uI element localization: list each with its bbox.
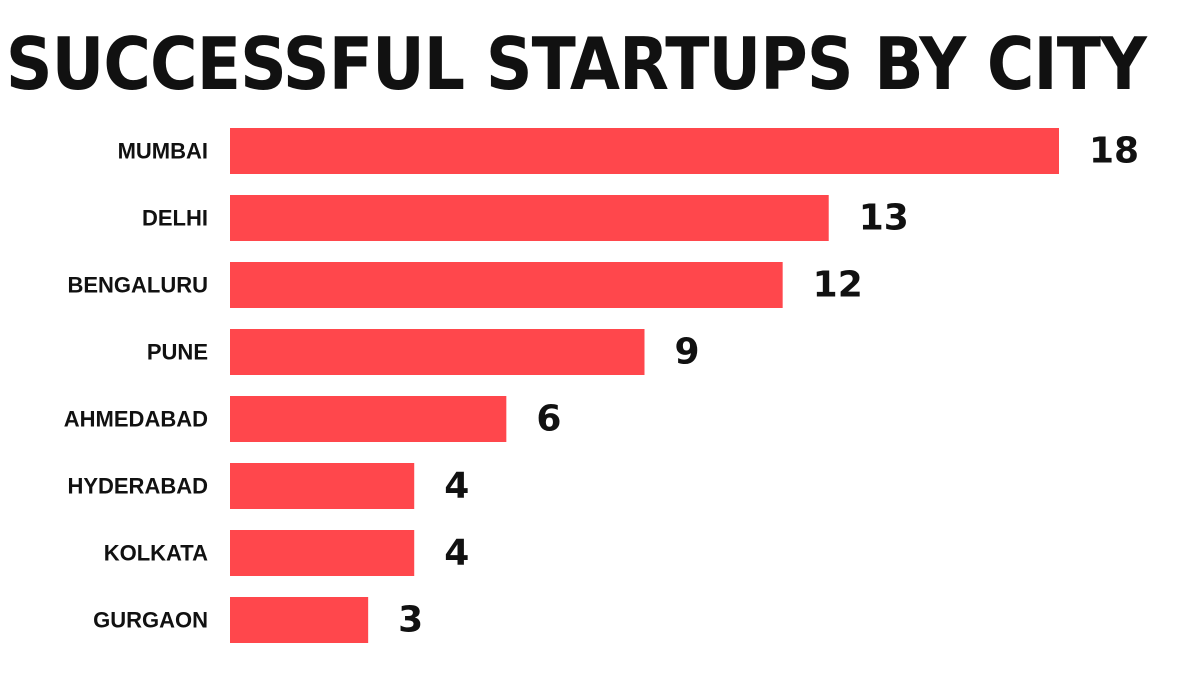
category-label-pune: PUNE [147, 340, 208, 365]
bar-gurgaon [230, 597, 369, 643]
value-label-delhi: 13 [859, 198, 909, 239]
bar-pune [230, 329, 645, 375]
value-label-ahmedabad: 6 [536, 399, 561, 440]
category-label-ahmedabad: AHMEDABAD [64, 407, 208, 432]
bar-bengaluru [230, 262, 783, 308]
value-label-pune: 9 [675, 332, 700, 373]
bar-kolkata [230, 530, 415, 576]
category-label-bengaluru: BENGALURU [67, 273, 208, 298]
category-label-delhi: DELHI [142, 206, 208, 231]
category-label-gurgaon: GURGAON [93, 608, 208, 633]
value-label-mumbai: 18 [1089, 131, 1139, 172]
value-label-gurgaon: 3 [398, 600, 423, 641]
bar-ahmedabad [230, 396, 507, 442]
category-label-kolkata: KOLKATA [104, 541, 208, 566]
chart-title: SUCCESSFUL STARTUPS BY CITY [5, 22, 1147, 106]
category-label-hyderabad: HYDERABAD [67, 474, 208, 499]
bar-delhi [230, 195, 829, 241]
value-label-hyderabad: 4 [444, 466, 469, 507]
category-label-mumbai: MUMBAI [118, 139, 208, 164]
bar-hyderabad [230, 463, 415, 509]
value-label-kolkata: 4 [444, 533, 469, 574]
value-label-bengaluru: 12 [813, 265, 863, 306]
bar-mumbai [230, 128, 1059, 174]
